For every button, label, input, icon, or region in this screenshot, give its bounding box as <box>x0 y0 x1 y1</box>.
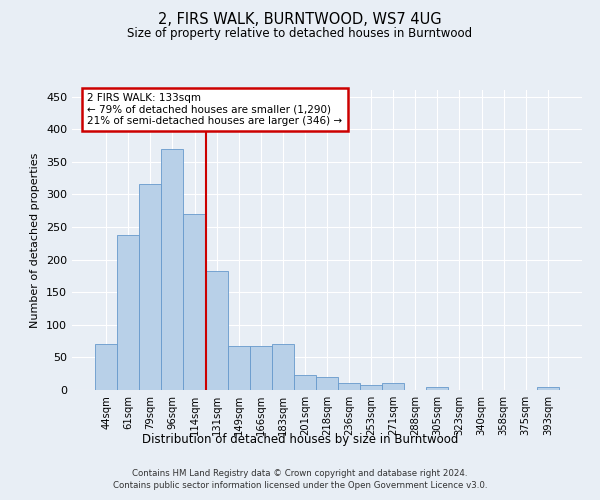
Bar <box>95 344 117 390</box>
Text: 2, FIRS WALK, BURNTWOOD, WS7 4UG: 2, FIRS WALK, BURNTWOOD, WS7 4UG <box>158 12 442 28</box>
Bar <box>382 384 404 390</box>
Text: Contains HM Land Registry data © Crown copyright and database right 2024.
Contai: Contains HM Land Registry data © Crown c… <box>113 468 487 490</box>
Bar <box>117 236 139 390</box>
Bar <box>338 384 360 390</box>
Text: Distribution of detached houses by size in Burntwood: Distribution of detached houses by size … <box>142 432 458 446</box>
Bar <box>537 388 559 390</box>
Bar <box>206 270 227 390</box>
Bar <box>139 184 161 390</box>
Bar <box>294 375 316 390</box>
Bar <box>360 386 382 390</box>
Bar <box>161 148 184 390</box>
Bar <box>184 214 206 390</box>
Bar <box>250 346 272 390</box>
Text: Size of property relative to detached houses in Burntwood: Size of property relative to detached ho… <box>127 28 473 40</box>
Bar <box>427 388 448 390</box>
Y-axis label: Number of detached properties: Number of detached properties <box>31 152 40 328</box>
Text: 2 FIRS WALK: 133sqm
← 79% of detached houses are smaller (1,290)
21% of semi-det: 2 FIRS WALK: 133sqm ← 79% of detached ho… <box>88 93 343 126</box>
Bar <box>227 346 250 390</box>
Bar <box>272 344 294 390</box>
Bar <box>316 377 338 390</box>
